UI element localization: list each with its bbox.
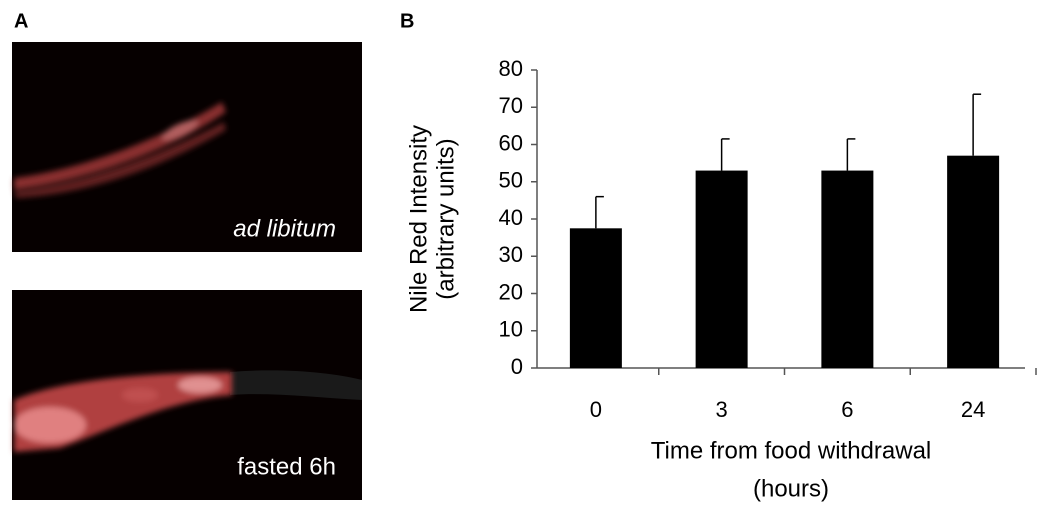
y-axis-label: Nile Red Intensity xyxy=(405,125,432,313)
y-tick-label: 40 xyxy=(499,205,523,230)
image-caption: fasted 6h xyxy=(237,453,336,480)
bar xyxy=(695,170,748,368)
bar xyxy=(821,170,874,368)
x-axis-label: (hours) xyxy=(753,475,829,502)
x-axis-label: Time from food withdrawal xyxy=(651,437,932,464)
image-caption: ad libitum xyxy=(233,215,336,242)
y-tick-label: 20 xyxy=(499,279,523,304)
bar xyxy=(947,155,1000,368)
micrograph: ad libitum xyxy=(12,42,362,252)
y-tick-label: 80 xyxy=(499,56,523,81)
y-tick-label: 50 xyxy=(499,168,523,193)
x-tick-label: 3 xyxy=(716,397,728,422)
panel-label: A xyxy=(14,10,28,32)
y-tick-label: 0 xyxy=(511,354,523,379)
y-tick-label: 30 xyxy=(499,242,523,267)
micrograph: fasted 6h xyxy=(12,290,362,500)
y-tick-label: 10 xyxy=(499,317,523,342)
y-tick-label: 70 xyxy=(499,93,523,118)
panel-label: B xyxy=(400,10,414,32)
x-tick-label: 6 xyxy=(841,397,853,422)
x-tick-label: 24 xyxy=(961,397,985,422)
bar xyxy=(569,228,622,368)
y-axis-label: (arbitrary units) xyxy=(432,138,459,299)
x-tick-label: 0 xyxy=(590,397,602,422)
y-tick-label: 60 xyxy=(499,130,523,155)
